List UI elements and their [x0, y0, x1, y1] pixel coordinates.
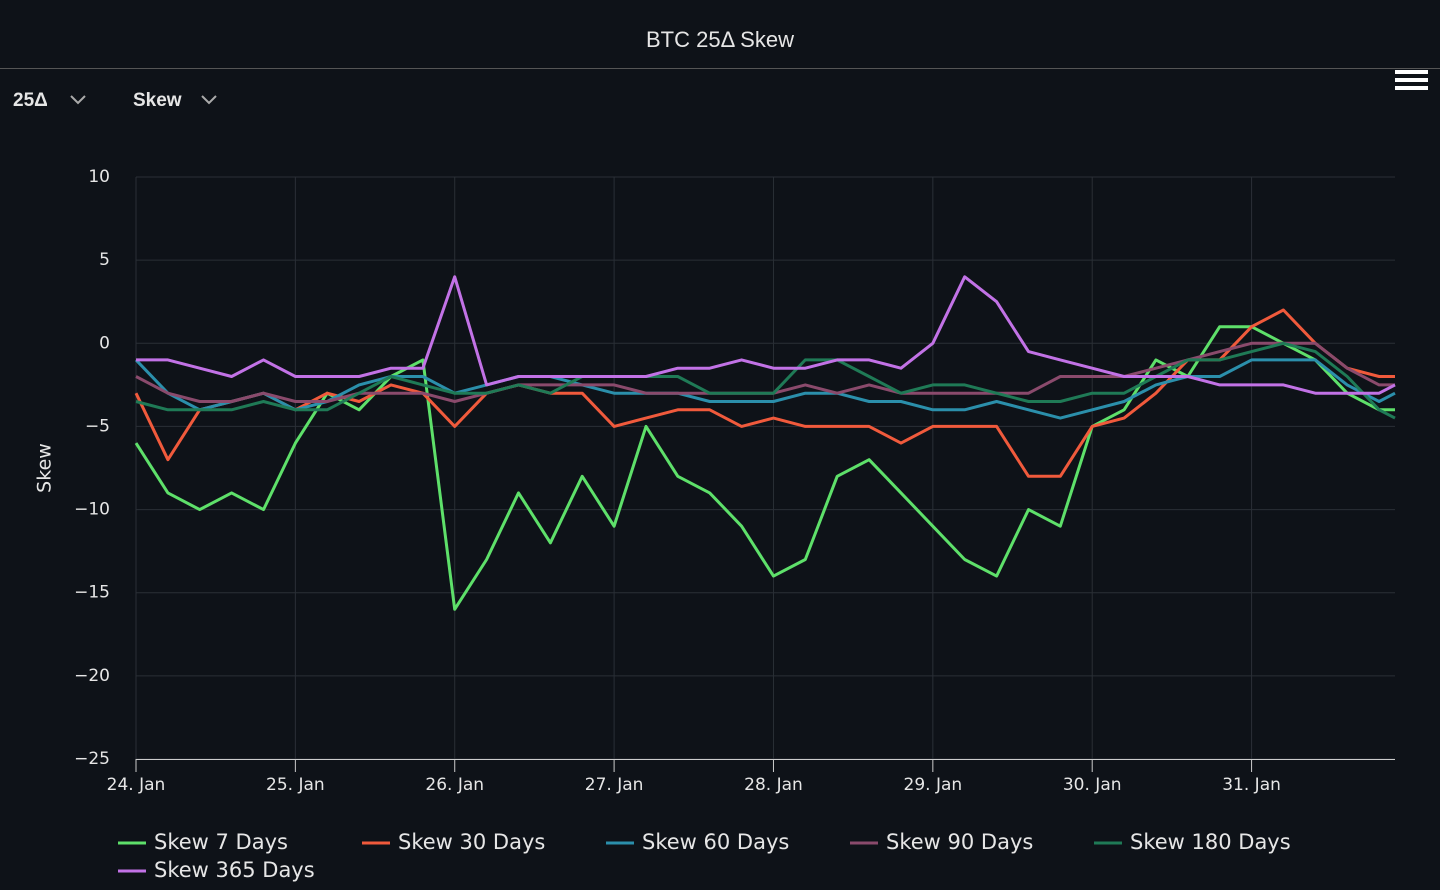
- legend-label: Skew 90 Days: [886, 830, 1033, 854]
- y-tick-label: −10: [74, 500, 110, 520]
- x-tick-label: 26. Jan: [425, 775, 484, 795]
- dropdown-label: Skew: [133, 90, 182, 111]
- dropdown-arrow: [201, 95, 217, 105]
- series-line: [135, 341, 1396, 420]
- dropdown-label: 25Δ: [13, 90, 48, 111]
- chart-title: BTC 25Δ Skew: [646, 27, 794, 52]
- legend-label: Skew 60 Days: [642, 830, 789, 854]
- x-tick-label: 28. Jan: [744, 775, 803, 795]
- x-tick-label: 24. Jan: [107, 775, 166, 795]
- x-tick-label: 29. Jan: [904, 775, 963, 795]
- dropdown[interactable]: 25Δ: [13, 90, 86, 111]
- y-tick-label: −25: [74, 749, 110, 769]
- series-line: [134, 358, 1396, 420]
- x-tick-label: 31. Jan: [1222, 775, 1281, 795]
- y-axis-label: Skew: [34, 443, 56, 493]
- y-tick-label: −15: [74, 583, 110, 603]
- y-tick-label: 10: [88, 167, 110, 187]
- x-tick-label: 30. Jan: [1063, 775, 1122, 795]
- y-tick-label: −5: [85, 416, 110, 436]
- legend-label: Skew 30 Days: [398, 830, 545, 854]
- menu-button[interactable]: [1395, 70, 1428, 90]
- series-line: [136, 275, 1396, 395]
- x-tick-label: 25. Jan: [266, 775, 325, 795]
- y-tick-label: −20: [74, 666, 110, 686]
- x-tick-label: 27. Jan: [585, 775, 644, 795]
- menu-bar: [1395, 70, 1428, 74]
- y-tick-label: 5: [99, 250, 110, 270]
- legend-label: Skew 180 Days: [1130, 830, 1291, 854]
- menu-bar: [1395, 86, 1428, 90]
- menu-bar: [1395, 78, 1428, 82]
- legend-label: Skew 7 Days: [154, 830, 288, 854]
- dropdown[interactable]: Skew: [133, 90, 217, 111]
- y-tick-label: 0: [99, 333, 110, 353]
- legend-label: Skew 365 Days: [154, 858, 315, 882]
- dropdown-arrow: [70, 95, 86, 105]
